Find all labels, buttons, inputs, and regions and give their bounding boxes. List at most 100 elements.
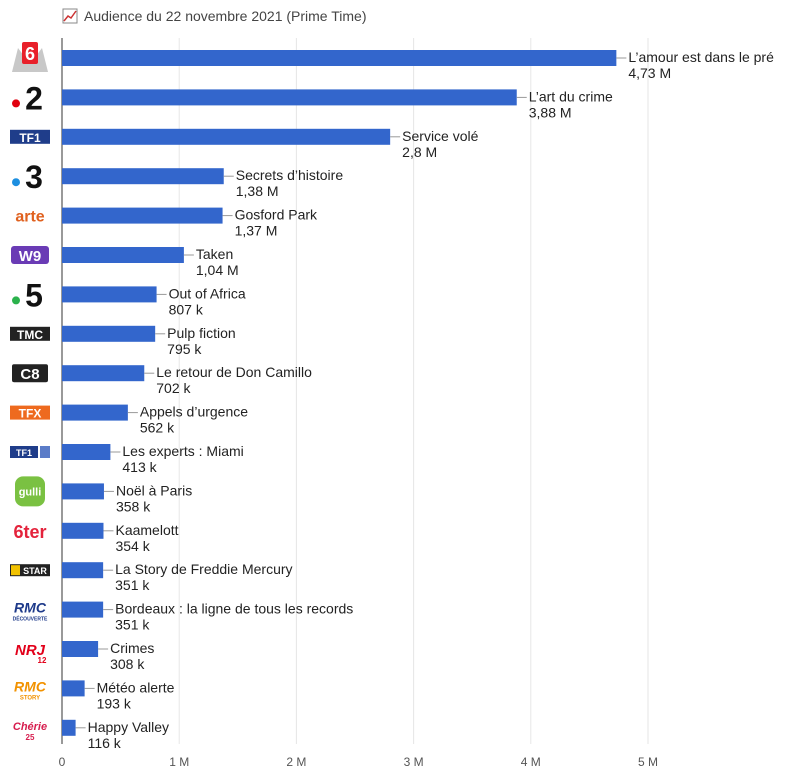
bar-program-label: Bordeaux : la ligne de tous les records [115,601,353,617]
chart-header: Audience du 22 novembre 2021 (Prime Time… [62,6,366,26]
bar[interactable] [62,483,104,500]
svg-text:RMC: RMC [14,678,47,694]
bar-program-label: L’amour est dans le pré [628,49,774,65]
m6-logo: 6 [12,42,48,72]
svg-text:3: 3 [25,159,43,195]
bar[interactable] [62,325,156,342]
svg-text:STAR: STAR [23,566,47,576]
line-chart-icon [62,8,78,24]
bar-value-label: 1,38 M [236,183,279,199]
svg-text:STORY: STORY [20,695,40,701]
bar-value-label: 562 k [140,420,175,436]
x-tick-label: 2 M [286,755,306,769]
bar-value-label: 2,8 M [402,144,437,160]
bar-value-label: 351 k [115,617,150,633]
bar[interactable] [62,444,111,460]
svg-text:6: 6 [25,44,35,64]
bar-program-label: Appels d’urgence [140,404,248,420]
bar-program-label: Happy Valley [88,719,169,735]
bar[interactable] [62,207,223,224]
svg-text:RMC: RMC [14,600,47,616]
bar[interactable] [62,168,224,185]
bar[interactable] [62,128,391,145]
bar-value-label: 4,73 M [628,65,671,81]
chart-title: Audience du 22 novembre 2021 (Prime Time… [84,8,367,24]
tf1-logo: TF1 [10,129,50,145]
bar-program-label: Secrets d’histoire [236,167,344,183]
c8-logo: C8 [12,364,48,383]
svg-text:DÉCOUVERTE: DÉCOUVERTE [13,615,48,623]
bar-value-label: 3,88 M [529,104,572,120]
bar-program-label: Noël à Paris [116,482,192,498]
svg-text:TFX: TFX [19,407,42,421]
bar[interactable] [62,680,85,697]
bar-program-label: Gosford Park [235,207,318,223]
svg-text:25: 25 [26,733,35,742]
bar-value-label: 354 k [115,538,150,554]
6ter-logo: 6ter [13,522,46,542]
bar-program-label: Taken [196,246,233,262]
bar[interactable] [62,365,145,382]
france2-logo: 2 [12,80,43,116]
x-tick-label: 5 M [638,755,658,769]
bar-program-label: Kaamelott [115,522,178,538]
bar-value-label: 795 k [167,341,202,357]
bar-value-label: 807 k [169,301,204,317]
bar[interactable] [62,404,128,421]
cstar-logo: STAR [10,564,50,577]
bar[interactable] [62,601,104,618]
bar[interactable] [62,89,517,106]
bar[interactable] [62,522,104,539]
bar[interactable] [62,286,157,303]
bar-value-label: 351 k [115,577,150,593]
bar-program-label: La Story de Freddie Mercury [115,561,292,577]
svg-text:TF1: TF1 [19,131,41,145]
svg-text:2: 2 [25,80,43,116]
svg-text:TF1: TF1 [16,448,32,458]
bar-program-label: Service volé [402,128,478,144]
bar-program-label: Crimes [110,640,154,656]
w9-logo: W9 [11,246,49,265]
bar-program-label: Pulp fiction [167,325,235,341]
bar-value-label: 413 k [122,459,157,475]
arte-logo: arte [15,209,44,226]
tf1-series-films-logo: TF1 [10,446,50,458]
svg-text:W9: W9 [19,248,42,265]
france5-logo: 5 [12,277,43,313]
bar[interactable] [62,562,104,579]
tmc-logo: TMC [10,326,50,342]
bar-value-label: 308 k [110,656,145,672]
tfx-logo: TFX [10,405,50,421]
bar[interactable] [62,50,617,66]
svg-text:12: 12 [38,656,47,665]
svg-text:NRJ: NRJ [15,642,46,659]
bar-value-label: 193 k [97,695,132,711]
france3-logo: 3 [12,159,43,195]
svg-text:gulli: gulli [19,486,42,498]
bar-value-label: 358 k [116,498,151,514]
bar-program-label: Le retour de Don Camillo [156,364,312,380]
svg-text:Chérie: Chérie [13,721,47,733]
bar[interactable] [62,641,99,657]
bar-program-label: L’art du crime [529,88,613,104]
bar-value-label: 116 k [88,735,122,751]
x-tick-label: 0 [59,755,66,769]
x-tick-label: 1 M [169,755,189,769]
bar-program-label: Météo alerte [97,679,175,695]
x-tick-label: 3 M [404,755,424,769]
svg-text:TMC: TMC [17,328,43,342]
svg-text:arte: arte [15,209,44,226]
bar-value-label: 702 k [156,380,191,396]
gulli-logo: gulli [15,476,45,507]
bar[interactable] [62,247,184,263]
bar-program-label: Out of Africa [169,285,246,301]
bar-value-label: 1,04 M [196,262,239,278]
bar-value-label: 1,37 M [235,223,278,239]
bar[interactable] [62,719,76,736]
svg-text:5: 5 [25,277,43,313]
bar-program-label: Les experts : Miami [122,443,243,459]
